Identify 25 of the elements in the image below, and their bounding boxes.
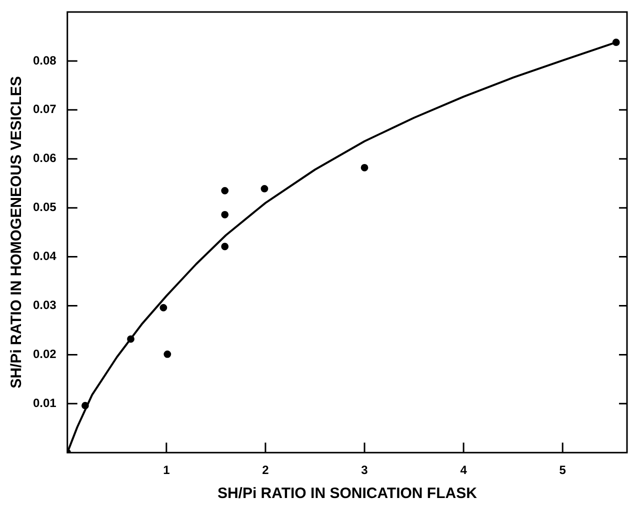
x-tick-label: 2	[262, 463, 270, 478]
point	[260, 185, 268, 192]
y-tick-label: 0.08	[32, 53, 57, 68]
x-axis-title: SH/Pi RATIO IN SONICATION FLASK	[217, 485, 478, 502]
y-tick-label: 0.04	[32, 249, 57, 264]
x-tick-label: 3	[361, 463, 368, 478]
y-tick-label: 0.01	[32, 396, 57, 410]
point	[221, 210, 229, 218]
y-axis-title: SH/Pi RATIO IN HOMOGENEOUS VESICLES	[8, 76, 26, 388]
point	[127, 335, 134, 343]
y-tick-label: 0.06	[32, 151, 57, 166]
y-tick-label: 0.05	[32, 200, 57, 214]
y-tick-label: 0.02	[32, 347, 57, 361]
point	[360, 164, 368, 172]
point	[160, 304, 168, 312]
x-tick-label: 4	[460, 463, 468, 478]
point	[221, 186, 229, 194]
y-tick-label: 0.07	[32, 102, 57, 116]
x-tick-label: 1	[163, 463, 170, 478]
point	[164, 350, 172, 358]
point	[221, 242, 229, 250]
y-tick-label: 0.03	[32, 298, 57, 312]
point	[612, 38, 620, 46]
x-tick-label: 5	[559, 463, 566, 478]
point	[81, 402, 89, 410]
